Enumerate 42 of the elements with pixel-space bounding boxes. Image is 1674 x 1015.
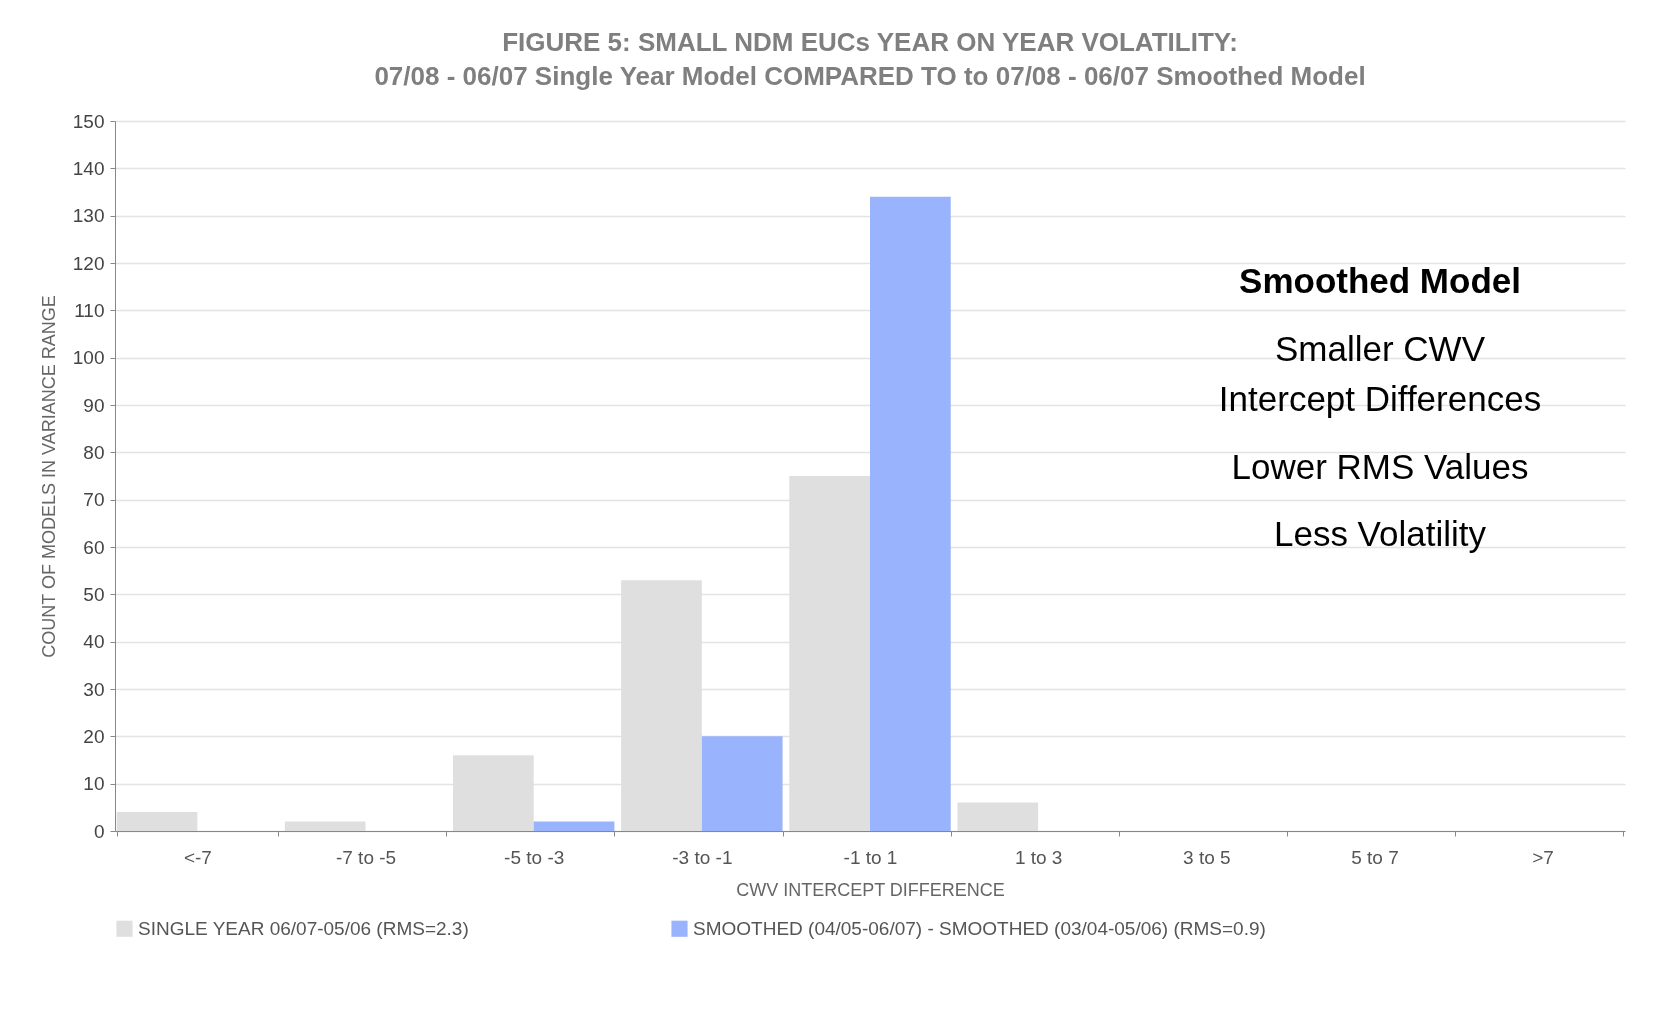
chart-subtitle: 07/08 - 06/07 Single Year Model COMPARED TO to 07/08 - 06/07 Smoothed Model bbox=[374, 61, 1366, 91]
y-tick-label: 30 bbox=[83, 678, 105, 700]
y-tick-label: 100 bbox=[72, 347, 105, 369]
y-tick-label: 110 bbox=[74, 299, 105, 321]
bar bbox=[870, 196, 951, 831]
bar bbox=[533, 821, 615, 831]
y-axis-title: COUNT OF MODELS IN VARIANCE RANGE bbox=[38, 295, 59, 658]
y-tick-label: 20 bbox=[83, 725, 105, 747]
x-tick-label: 1 to 3 bbox=[1014, 846, 1063, 868]
x-tick-label: -5 to -3 bbox=[504, 846, 565, 868]
x-tick-label: 5 to 7 bbox=[1351, 846, 1399, 868]
y-tick-label: 40 bbox=[83, 631, 105, 653]
y-tick-label: 130 bbox=[72, 205, 105, 227]
y-tick-label: 140 bbox=[72, 157, 105, 179]
annotation: Intercept Differences bbox=[1218, 379, 1542, 418]
bar bbox=[957, 802, 1039, 831]
y-tick-label: 150 bbox=[72, 110, 105, 132]
y-tick-label: 10 bbox=[83, 773, 105, 795]
legend-label: SINGLE YEAR 06/07-05/06 (RMS=2.3) bbox=[138, 917, 469, 939]
annotation: Lower RMS Values bbox=[1231, 447, 1529, 486]
y-tick-label: 50 bbox=[83, 583, 105, 605]
x-axis-title: CWV INTERCEPT DIFFERENCE bbox=[736, 879, 1005, 900]
bar bbox=[284, 821, 366, 831]
x-tick-label: 3 to 5 bbox=[1183, 846, 1231, 868]
y-tick-label: 120 bbox=[72, 252, 105, 274]
x-tick-label: >7 bbox=[1532, 846, 1554, 868]
y-tick-label: 70 bbox=[83, 489, 105, 511]
y-tick-label: 0 bbox=[93, 820, 105, 842]
y-tick-label: 80 bbox=[83, 441, 105, 463]
annotation: Smaller CWV bbox=[1274, 329, 1486, 368]
legend-label: SMOOTHED (04/05-06/07) - SMOOTHED (03/04-05/06) (RMS=0.9) bbox=[693, 917, 1266, 939]
bar bbox=[116, 812, 198, 831]
x-tick-label: -3 to -1 bbox=[672, 846, 733, 868]
chart-title: FIGURE 5: SMALL NDM EUCs YEAR ON YEAR VOLATILITY: bbox=[502, 27, 1238, 57]
x-tick-label: -7 to -5 bbox=[335, 846, 397, 868]
x-tick-label: <-7 bbox=[183, 846, 212, 868]
y-tick-label: 90 bbox=[83, 394, 105, 416]
y-tick-label: 60 bbox=[83, 536, 105, 558]
annotation: Less Volatility bbox=[1273, 514, 1487, 553]
bar bbox=[701, 736, 783, 831]
x-tick-label: -1 to 1 bbox=[843, 846, 898, 868]
annotation: Smoothed Model bbox=[1239, 261, 1521, 300]
